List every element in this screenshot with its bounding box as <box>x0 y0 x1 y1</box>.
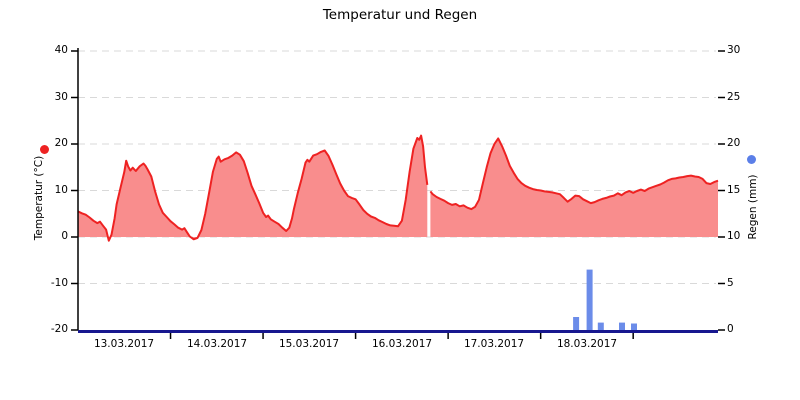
rain-bar <box>586 269 593 330</box>
right-axis-tick-label: 15 <box>727 184 741 196</box>
left-axis-tick-label: 30 <box>54 91 68 103</box>
right-axis-tick-label: 25 <box>727 91 741 103</box>
right-axis-tick-label: 10 <box>727 230 741 242</box>
temperature-area <box>78 135 428 241</box>
x-axis-date-label: 17.03.2017 <box>463 338 525 350</box>
right-axis-title: Regen (mm) <box>747 174 759 240</box>
x-axis-date-label: 16.03.2017 <box>371 338 433 350</box>
temperature-legend-dot <box>40 145 49 154</box>
right-axis-tick-label: 0 <box>727 323 734 335</box>
x-axis-date-label: 13.03.2017 <box>93 338 155 350</box>
chart-title: Temperatur und Regen <box>322 7 478 23</box>
left-axis-tick-label: 40 <box>54 44 68 56</box>
rain-bar <box>597 322 604 330</box>
x-axis-date-label: 15.03.2017 <box>278 338 340 350</box>
rain-bar <box>631 323 637 330</box>
rain-bar <box>573 317 580 330</box>
x-axis-date-label: 14.03.2017 <box>186 338 248 350</box>
left-axis-tick-label: -10 <box>50 277 68 289</box>
x-axis-date-label: 18.03.2017 <box>556 338 618 350</box>
rain-bar <box>619 322 625 330</box>
left-axis-tick-label: 0 <box>61 230 68 242</box>
right-axis-tick-label: 20 <box>727 137 741 149</box>
left-axis-tick-label: -20 <box>50 323 68 335</box>
rain-legend-dot <box>747 155 756 164</box>
left-axis-tick-label: 10 <box>54 184 68 196</box>
right-axis-tick-label: 30 <box>727 44 741 56</box>
temperature-line <box>429 137 719 211</box>
temperature-line <box>77 134 429 242</box>
left-axis-title: Temperatur (°C) <box>33 155 45 241</box>
temperature-area <box>430 138 718 237</box>
right-axis-tick-label: 5 <box>727 277 734 289</box>
left-axis-tick-label: 20 <box>54 137 68 149</box>
